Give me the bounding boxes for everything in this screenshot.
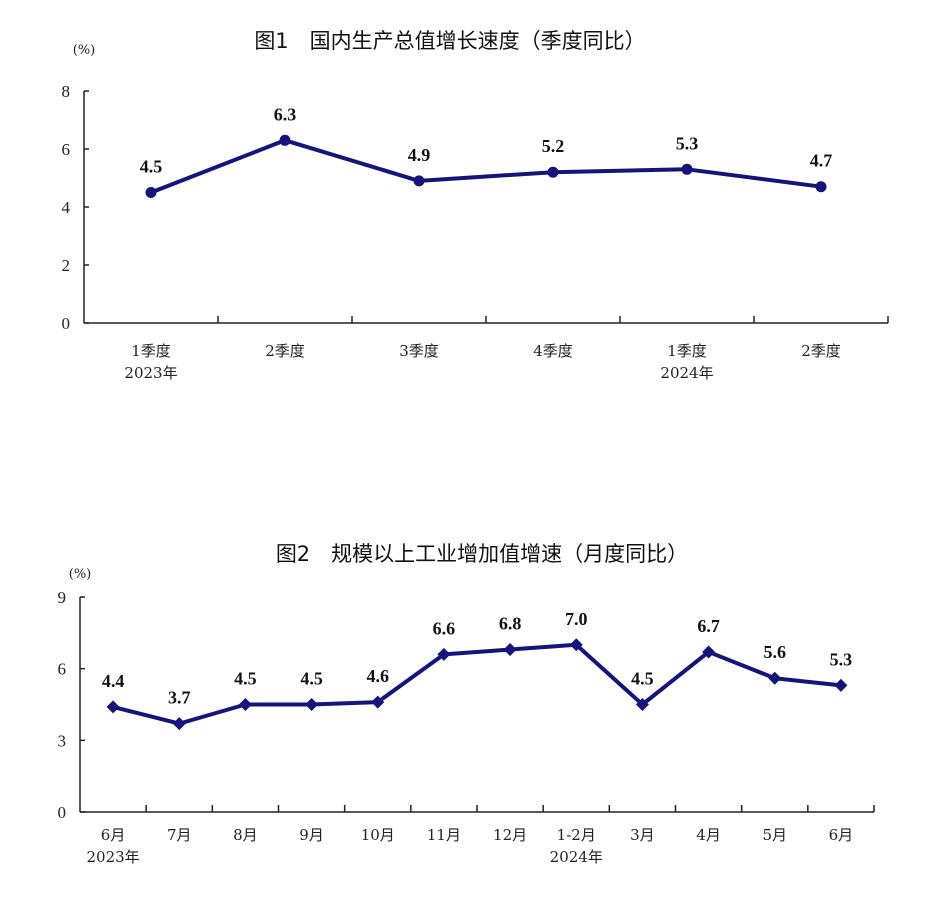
chart2-x-tick-label: 12月 xyxy=(493,826,527,844)
chart2-series-line xyxy=(111,642,843,726)
chart2-data-point xyxy=(702,645,716,659)
chart1-x-tick-label: 1季度 xyxy=(131,342,171,360)
chart1-x-tick-label: 3季度 xyxy=(399,342,439,360)
chart2-x-tick-label: 1-2月 xyxy=(557,826,596,844)
chart2-data-point xyxy=(106,700,120,714)
chart2-x-year-label: 2024年 xyxy=(550,848,603,866)
chart1-data-label: 4.7 xyxy=(810,151,833,171)
chart1-x-tick-label: 2季度 xyxy=(265,342,305,360)
chart1-x-tick-label: 1季度 xyxy=(667,342,707,360)
chart2-data-label: 6.8 xyxy=(499,614,522,634)
chart2-title: 图2 规模以上工业增加值增速（月度同比） xyxy=(276,542,688,566)
chart2-data-point xyxy=(569,638,583,652)
chart2-x-tick-label: 8月 xyxy=(233,826,258,844)
chart2-x-tick-label: 3月 xyxy=(630,826,655,844)
chart2-data-point xyxy=(238,698,252,711)
chart1-y-tick-label: 6 xyxy=(62,140,71,159)
chart2-data-label: 6.7 xyxy=(697,616,720,636)
chart2-x-tick-label: 7月 xyxy=(167,826,192,844)
chart1-x-year-label: 2023年 xyxy=(124,364,177,382)
chart2-x-tick-label: 9月 xyxy=(299,826,324,844)
chart1-data-point xyxy=(413,175,425,187)
chart2-data-point xyxy=(371,695,385,709)
chart2-x-tick-label: 4月 xyxy=(696,826,721,844)
chart2-y-tick-label: 9 xyxy=(58,588,67,607)
chart2-data-label: 4.5 xyxy=(234,669,257,689)
chart1-data-point xyxy=(547,166,559,178)
chart1-y-tick-label: 4 xyxy=(62,198,71,217)
chart1-x-tick-label: 4季度 xyxy=(533,342,573,360)
chart2-data-point xyxy=(635,698,649,711)
chart2-data-point xyxy=(834,678,848,692)
chart2-plot: 0 3 6 9 6月 2023年 7月 8月 9月 10月 11月 12月 1-2月 2024年 3月 4月 5… xyxy=(58,588,875,866)
chart2-x-tick-label: 10月 xyxy=(361,826,395,844)
chart1-data-point xyxy=(815,181,827,193)
chart1-data-point xyxy=(145,187,157,198)
chart2-data-label: 5.3 xyxy=(830,649,853,669)
chart2-data-label: 4.4 xyxy=(102,671,125,691)
chart2-y-tick-label: 3 xyxy=(58,731,67,750)
chart2-data-point xyxy=(172,717,186,731)
chart1-y-tick-label: 2 xyxy=(62,256,71,275)
chart2-y-tick-label: 0 xyxy=(58,803,67,822)
chart1-data-label: 5.3 xyxy=(676,133,699,153)
chart2-data-label: 4.6 xyxy=(367,666,390,686)
chart1-plot: 0 2 4 6 8 1季度 2023年 2季度 3季度 4季度 1季度 2024年 2季度 4.5 6.3 4… xyxy=(62,82,889,382)
chart1-data-label: 5.2 xyxy=(542,136,565,156)
chart1-y-tick-label: 8 xyxy=(62,82,71,101)
chart2-x-tick-label: 11月 xyxy=(427,826,461,844)
chart2-data-point xyxy=(305,698,319,711)
chart1-y-unit: (%) xyxy=(73,43,96,58)
chart2-x-tick-label: 6月 xyxy=(829,826,854,844)
chart1-x-year-label: 2024年 xyxy=(660,364,713,382)
chart2-x-tick-label: 5月 xyxy=(762,826,787,844)
chart1-data-label: 6.3 xyxy=(274,104,297,124)
chart2-y-tick-label: 6 xyxy=(58,660,67,679)
chart1-data-label: 4.5 xyxy=(140,157,163,177)
chart2-data-label: 3.7 xyxy=(168,688,191,708)
chart2-data-label: 5.6 xyxy=(764,642,787,662)
chart2-data-point xyxy=(503,643,517,657)
chart2-data-label: 4.5 xyxy=(631,669,654,689)
chart1-series-line xyxy=(149,138,823,195)
chart2-data-label: 4.5 xyxy=(300,669,323,689)
chart1-y-tick-label: 0 xyxy=(62,314,71,333)
chart2-data-point xyxy=(437,647,451,661)
chart1-title: 图1 国内生产总值增长速度（季度同比） xyxy=(254,29,645,53)
chart2-y-unit: (%) xyxy=(69,567,92,582)
chart2-x-tick-label: 6月 xyxy=(101,826,126,844)
chart1-data-point xyxy=(279,134,291,146)
chart1-data-label: 4.9 xyxy=(408,145,431,165)
chart2-data-point xyxy=(768,671,782,685)
chart2-data-label: 6.6 xyxy=(433,618,456,638)
chart2-x-year-label: 2023年 xyxy=(86,848,139,866)
chart1-x-tick-label: 2季度 xyxy=(801,342,841,360)
chart1-data-point xyxy=(681,163,693,175)
chart2-data-label: 7.0 xyxy=(565,609,588,629)
